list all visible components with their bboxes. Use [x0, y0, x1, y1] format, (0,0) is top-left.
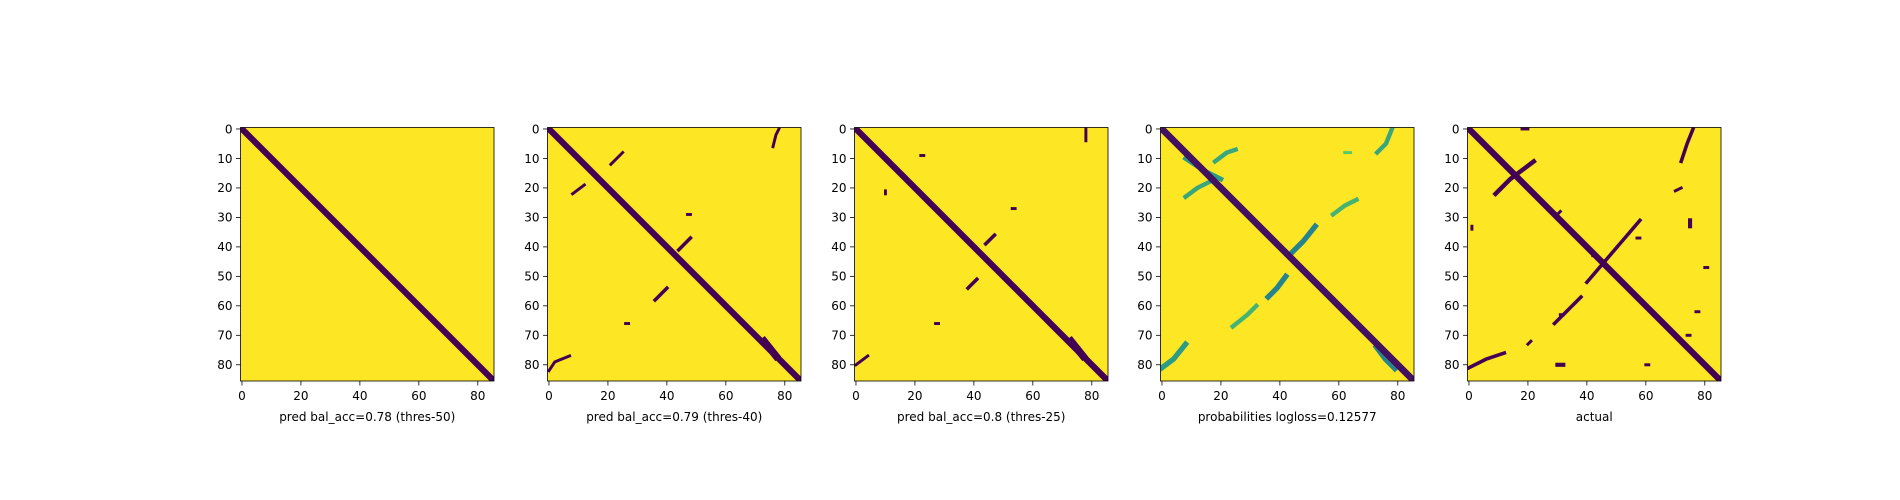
- y-tick-label: 0: [1145, 122, 1153, 136]
- y-tick-label: 40: [1444, 240, 1459, 254]
- y-tick-label: 50: [1137, 270, 1152, 284]
- y-tick-label: 40: [217, 240, 232, 254]
- y-tick-label: 10: [1444, 152, 1459, 166]
- y-tick-label: 20: [1444, 181, 1459, 195]
- x-tick-label: 20: [907, 389, 922, 403]
- heatmap-image: [1161, 128, 1415, 382]
- y-tick-label: 0: [225, 122, 233, 136]
- heatmap-panel-4: 0 20 40 60 80 0 10 20 30 40 50 60 70 80 probabilities …: [1137, 122, 1414, 424]
- y-tick-label: 30: [524, 211, 539, 225]
- x-tick-label: 20: [293, 389, 308, 403]
- y-tick-label: 0: [839, 122, 847, 136]
- heatmap-image: [855, 128, 1109, 382]
- y-tick-label: 40: [1137, 240, 1152, 254]
- y-tick-label: 60: [524, 299, 539, 313]
- y-tick-label: 70: [1444, 329, 1459, 343]
- x-tick-label: 40: [352, 389, 367, 403]
- x-tick-label: 40: [966, 389, 981, 403]
- heatmap-panel-5: 0 20 40 60 80 0 10 20 30 40 50 60 70 80 actual: [1444, 122, 1721, 424]
- y-tick-label: 60: [1444, 299, 1459, 313]
- y-tick-label: 0: [1452, 122, 1460, 136]
- x-tick-label: 20: [1213, 389, 1228, 403]
- x-tick-label: 0: [852, 389, 860, 403]
- y-tick-label: 70: [524, 329, 539, 343]
- x-tick-label: 0: [238, 389, 246, 403]
- y-tick-label: 50: [217, 270, 232, 284]
- y-tick-label: 50: [524, 270, 539, 284]
- y-tick-label: 10: [524, 152, 539, 166]
- heatmap-feature: [1528, 341, 1531, 344]
- y-tick-label: 40: [831, 240, 846, 254]
- y-tick-label: 70: [217, 329, 232, 343]
- panel-caption: pred bal_acc=0.8 (thres-25): [897, 410, 1066, 424]
- x-tick-label: 80: [1390, 389, 1405, 403]
- y-tick-label: 40: [524, 240, 539, 254]
- x-tick-label: 60: [411, 389, 426, 403]
- y-tick-label: 20: [1137, 181, 1152, 195]
- y-tick-label: 50: [1444, 270, 1459, 284]
- y-tick-label: 30: [1137, 211, 1152, 225]
- x-tick-label: 20: [1520, 389, 1535, 403]
- x-tick-label: 80: [1084, 389, 1099, 403]
- y-tick-label: 30: [217, 211, 232, 225]
- x-tick-label: 40: [659, 389, 674, 403]
- x-tick-label: 80: [777, 389, 792, 403]
- y-tick-label: 80: [217, 358, 232, 372]
- heatmap-image: [548, 128, 802, 382]
- x-tick-label: 0: [1158, 389, 1166, 403]
- y-tick-label: 10: [1137, 152, 1152, 166]
- heatmap-panel-2: 0 20 40 60 80 0 10 20 30 40 50 60 70 80 pred bal_acc=0…: [524, 122, 801, 424]
- panel-caption: probabilities logloss=0.12577: [1198, 410, 1377, 424]
- y-tick-label: 80: [1137, 358, 1152, 372]
- x-tick-label: 40: [1272, 389, 1287, 403]
- y-tick-label: 50: [831, 270, 846, 284]
- y-tick-label: 80: [524, 358, 539, 372]
- y-tick-label: 20: [831, 181, 846, 195]
- y-tick-label: 20: [524, 181, 539, 195]
- heatmap-panel-1: 0 20 40 60 80 0 10 20 30 40 50 60 70 80 pred bal_acc=0…: [217, 122, 494, 424]
- y-tick-label: 0: [532, 122, 540, 136]
- y-tick-label: 60: [831, 299, 846, 313]
- heatmap-image: [1468, 128, 1722, 382]
- y-tick-label: 10: [831, 152, 846, 166]
- x-tick-label: 80: [1697, 389, 1712, 403]
- y-tick-label: 30: [831, 211, 846, 225]
- y-tick-label: 20: [217, 181, 232, 195]
- y-tick-label: 80: [1444, 358, 1459, 372]
- x-tick-label: 60: [1638, 389, 1653, 403]
- x-tick-label: 60: [1025, 389, 1040, 403]
- panel-caption: actual: [1576, 410, 1613, 424]
- panel-caption: pred bal_acc=0.78 (thres-50): [279, 410, 455, 424]
- y-tick-label: 10: [217, 152, 232, 166]
- x-tick-label: 80: [470, 389, 485, 403]
- heatmap-panel-3: 0 20 40 60 80 0 10 20 30 40 50 60 70 80 pred bal_acc=0…: [831, 122, 1108, 424]
- heatmap-image: [241, 128, 495, 382]
- y-tick-label: 70: [831, 329, 846, 343]
- x-tick-label: 20: [600, 389, 615, 403]
- x-tick-label: 40: [1579, 389, 1594, 403]
- x-tick-label: 60: [1331, 389, 1346, 403]
- x-tick-label: 60: [718, 389, 733, 403]
- y-tick-label: 60: [217, 299, 232, 313]
- y-tick-label: 30: [1444, 211, 1459, 225]
- panel-caption: pred bal_acc=0.79 (thres-40): [586, 410, 762, 424]
- y-tick-label: 80: [831, 358, 846, 372]
- x-tick-label: 0: [1465, 389, 1473, 403]
- x-tick-label: 0: [545, 389, 553, 403]
- y-tick-label: 60: [1137, 299, 1152, 313]
- y-tick-label: 70: [1137, 329, 1152, 343]
